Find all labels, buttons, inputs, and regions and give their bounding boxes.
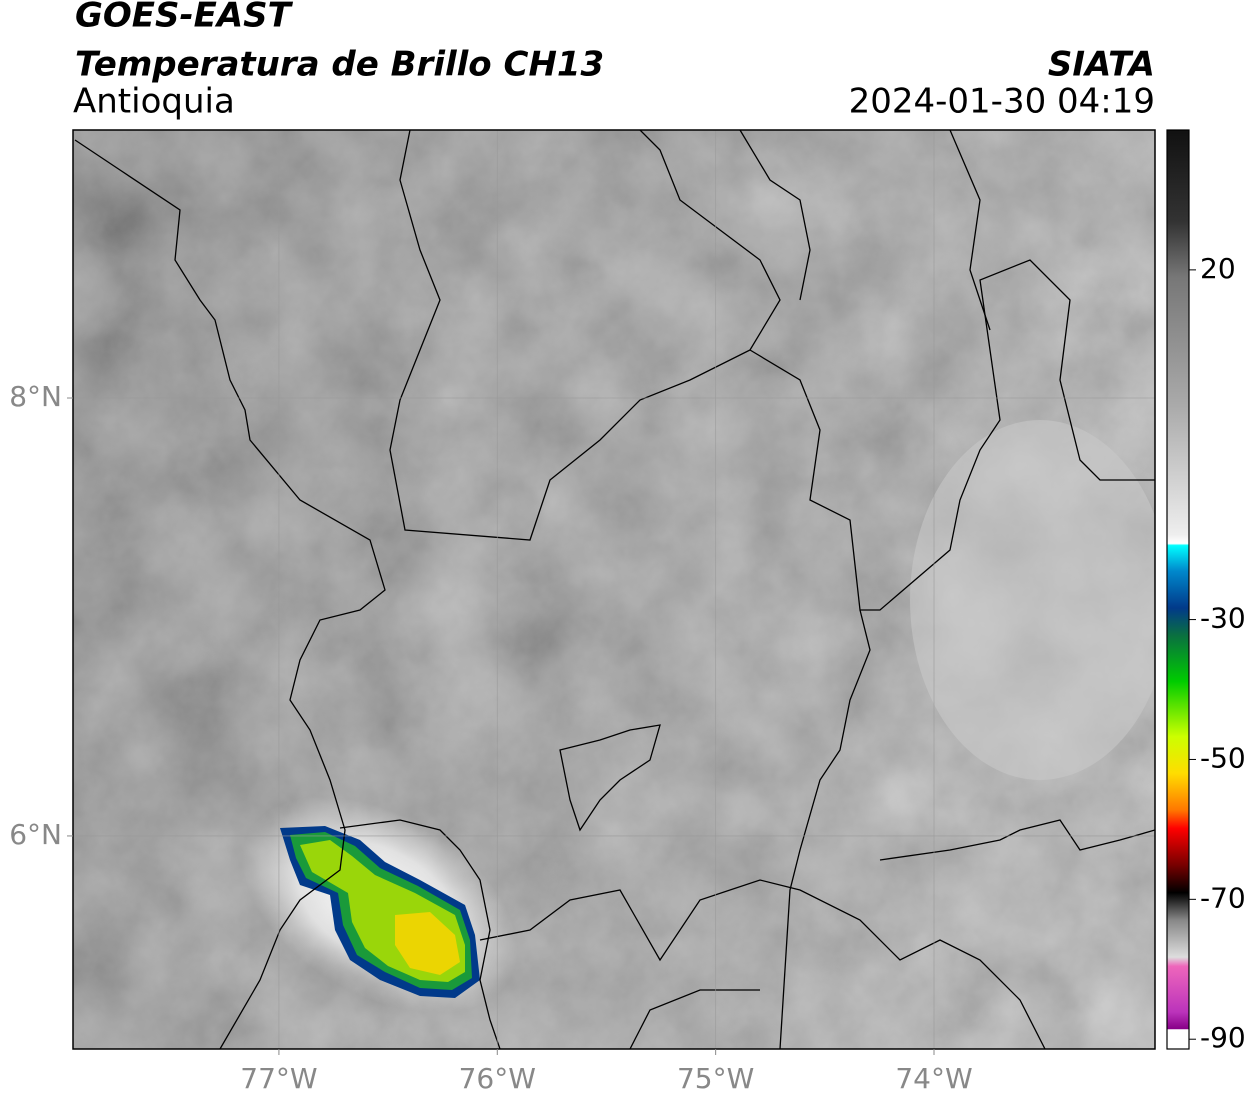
- datetime-label: 2024-01-30 04:19: [849, 82, 1155, 122]
- colorbar-tick-label: -30: [1200, 602, 1246, 635]
- product-title: Temperatura de Brillo CH13: [75, 45, 604, 85]
- map-area: [73, 130, 1155, 1049]
- y-tick-label: 6°N: [9, 818, 62, 851]
- agency-label: SIATA: [1048, 45, 1155, 85]
- bright-region: [910, 420, 1155, 780]
- region-label: Antioquia: [73, 82, 235, 122]
- colorbar-tick-label: -70: [1200, 881, 1246, 914]
- borders: [74, 130, 1155, 1049]
- x-tick-label: 74°W: [895, 1062, 972, 1095]
- storm-peak: [395, 912, 460, 975]
- colorbar-tick-label: 20: [1200, 252, 1236, 285]
- map-frame: [72, 129, 1156, 1050]
- colorbar-tick-label: -50: [1200, 741, 1246, 774]
- x-tick-label: 77°W: [240, 1062, 317, 1095]
- colorbar-tick-label: -90: [1200, 1021, 1246, 1054]
- x-tick-label: 76°W: [459, 1062, 536, 1095]
- x-tick-label: 75°W: [677, 1062, 754, 1095]
- colorbar: [1166, 129, 1190, 1050]
- satellite-title: GOES-EAST: [75, 0, 294, 36]
- y-tick-label: 8°N: [9, 380, 62, 413]
